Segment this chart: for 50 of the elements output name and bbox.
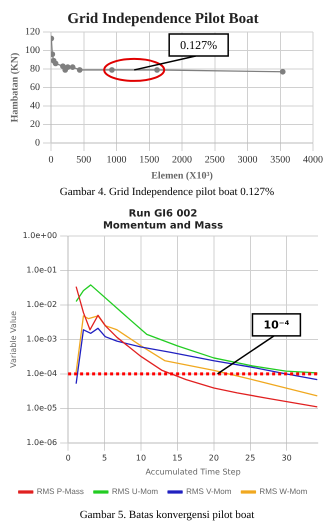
- y-axis-title: Variable Value: [8, 310, 18, 368]
- annotation: 10⁻⁴: [263, 318, 290, 332]
- x-axis-title: Elemen (X10³): [151, 170, 213, 182]
- legend-label: RMS U-Mom: [112, 487, 158, 496]
- x-tick-label: 0: [66, 454, 71, 463]
- y-axis-title: Hambatan (KN): [10, 52, 21, 122]
- y-tick-label: 20: [30, 119, 40, 130]
- y-tick-label: 60: [30, 82, 40, 94]
- chart-title: Grid Independence Pilot Boat: [67, 10, 259, 27]
- legend-label: RMS W-Mom: [259, 487, 308, 496]
- y-tick-label: 1.0e-03: [26, 334, 58, 344]
- x-axis-title: Accumulated Time Step: [145, 467, 241, 476]
- y-tick-label: 1.0e+00: [22, 231, 58, 240]
- x-tick-label: 15: [172, 454, 182, 463]
- x-tick-label: 20: [208, 454, 219, 463]
- point: [280, 68, 286, 75]
- y-tick-label: 80: [30, 64, 40, 75]
- x-tick-label: 3500: [270, 154, 290, 166]
- x-tick-label: 5: [102, 454, 108, 463]
- x-tick-label: 1000: [106, 154, 126, 166]
- y-tick-label: 1.0e-05: [26, 403, 58, 412]
- legend-label: RMS V-Mom: [186, 487, 232, 496]
- y-tick-label: 100: [25, 45, 40, 56]
- y-tick-label: 40: [30, 100, 40, 112]
- x-tick-label: 500: [76, 154, 92, 166]
- legend-label: RMS P-Mass: [36, 487, 84, 496]
- x-tick-label: 2000: [172, 154, 192, 166]
- x-tick-label: 30: [282, 454, 292, 463]
- y-tick-label: 1.0e-04: [26, 368, 58, 378]
- annotation: 0.127%: [180, 38, 218, 52]
- point: [52, 60, 58, 66]
- y-tick-label: 120: [25, 26, 40, 38]
- y-tick-label: 1.0e-06: [26, 438, 58, 447]
- text: Gambar 4. Grid Independence pilot boat 0.127%: [58, 186, 276, 198]
- text: Gambar 5. Batas konvergensi pilot boat: [78, 509, 256, 521]
- x-tick-label: 25: [245, 454, 256, 463]
- x-tick-label: 4000: [303, 154, 323, 166]
- chart-subtitle: Momentum and Mass: [102, 220, 224, 232]
- x-tick-label: 1500: [139, 154, 160, 166]
- point: [70, 64, 76, 70]
- point: [109, 67, 115, 73]
- point: [154, 67, 160, 73]
- chart-title: Run GI6 002: [128, 208, 198, 220]
- point: [76, 67, 83, 73]
- x-tick-label: 2500: [204, 154, 225, 166]
- x-tick-label: 3000: [238, 154, 258, 166]
- x-tick-label: 10: [136, 454, 146, 463]
- y-tick-label: 1.0e-02: [26, 300, 58, 310]
- y-tick-label: 0: [35, 138, 40, 149]
- y-tick-label: 1.0e-01: [26, 266, 58, 275]
